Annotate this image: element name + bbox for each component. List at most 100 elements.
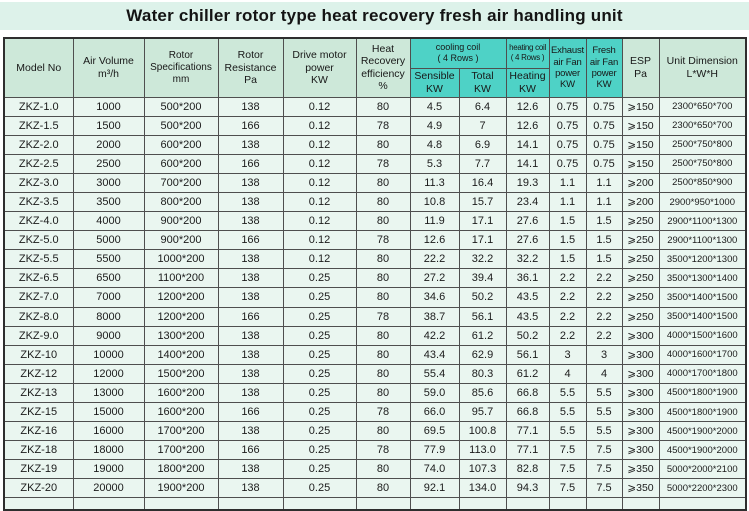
cell-heating: 56.1: [505, 344, 550, 365]
cell-air-volume: 7000: [72, 287, 145, 308]
cell-drive-power: 0.12: [282, 172, 357, 193]
cell-drive-power: 0.25: [282, 401, 357, 423]
table-row: ZKZ-16 16000 1700*200 138 0.25 80 69.5 100.8 77.…: [3, 421, 747, 442]
cell-fresh-fan: 0.75: [585, 115, 623, 136]
cell-heat-recovery: 80: [355, 172, 411, 193]
cell-exhaust-fan: 7.5: [548, 459, 587, 480]
cell-cooling-total: 95.7: [458, 401, 507, 423]
cell-fresh-fan: 2.2: [585, 287, 623, 308]
cell-exhaust-fan: 1.5: [548, 249, 587, 270]
cell-cooling-sensible: 77.9: [409, 440, 460, 461]
cell-cooling-sensible: 4.5: [409, 96, 460, 117]
cell-rotor-resistance: 166: [217, 306, 284, 327]
cell-air-volume: 2000: [72, 134, 145, 155]
cell-exhaust-fan: 1.1: [548, 172, 587, 193]
cell-esp: ⩾150: [621, 96, 660, 117]
cell-dimension: 3500*1200*1300: [658, 249, 747, 270]
cell-heating: 61.2: [505, 363, 550, 384]
cell-heating: 12.6: [505, 96, 550, 117]
cell-heating: 36.1: [505, 268, 550, 289]
cell-fresh-fan: 7.5: [585, 478, 623, 499]
cell-dimension: 5000*2200*2300: [658, 478, 747, 499]
cell-rotor-spec: 1600*200: [143, 382, 219, 404]
cell-dimension: 3500*1400*1500: [658, 287, 747, 308]
col-header-model-no: Model No: [3, 37, 74, 98]
cell-rotor-spec: 1700*200: [143, 440, 219, 461]
col-header-esp: ESP Pa: [621, 37, 660, 98]
cell-esp: ⩾300: [621, 325, 660, 346]
cell-drive-power: 0.25: [282, 382, 357, 404]
cell-dimension: 2500*750*800: [658, 134, 747, 155]
cell-drive-power: 0.12: [282, 249, 357, 270]
cell-model: ZKZ-10: [3, 344, 74, 365]
table-row: ZKZ-15 15000 1600*200 166 0.25 78 66.0 95.7 66.8…: [3, 401, 747, 423]
cell-dimension: 2500*750*800: [658, 153, 747, 174]
cell-dimension: 2300*650*700: [658, 96, 747, 117]
cell-esp: ⩾200: [621, 172, 660, 193]
cell-exhaust-fan: 1.5: [548, 211, 587, 232]
cell-dimension: 2900*1100*1300: [658, 230, 747, 251]
cell-heating: 77.1: [505, 440, 550, 461]
table-row: ZKZ-10 10000 1400*200 138 0.25 80 43.4 62.9 56.1…: [3, 344, 747, 365]
cell-model: ZKZ-5.5: [3, 249, 74, 270]
table-row: ZKZ-20 20000 1900*200 138 0.25 80 92.1 134.0 94.…: [3, 478, 747, 499]
cell-fresh-fan: 1.5: [585, 249, 623, 270]
cell-exhaust-fan: 0.75: [548, 134, 587, 155]
table-row: ZKZ-8.0 8000 1200*200 166 0.25 78 38.7 56.1 43.5…: [3, 306, 747, 327]
cell-rotor-resistance: 166: [217, 440, 284, 461]
cell-rotor-spec: 1100*200: [143, 268, 219, 289]
table-body: ZKZ-1.0 1000 500*200 138 0.12 80 4.5 6.4 12.6 0.7…: [3, 96, 747, 511]
cell-esp: ⩾200: [621, 191, 660, 213]
cell-cooling-total: 61.2: [458, 325, 507, 346]
cell-dimension: 5000*2000*2100: [658, 459, 747, 480]
table-row: ZKZ-1.0 1000 500*200 138 0.12 80 4.5 6.4 12.6 0.7…: [3, 96, 747, 117]
cell-model: ZKZ-6.5: [3, 268, 74, 289]
cell-drive-power: 0.25: [282, 459, 357, 480]
cell-heating: 14.1: [505, 153, 550, 174]
cell-fresh-fan: 5.5: [585, 401, 623, 423]
cell-model: ZKZ-15: [3, 401, 74, 423]
cell-rotor-spec: 700*200: [143, 172, 219, 193]
cell-air-volume: 5500: [72, 249, 145, 270]
cell-rotor-resistance: 138: [217, 96, 284, 117]
cell-cooling-total: 80.3: [458, 363, 507, 384]
col-group-cooling-coil: cooling coil ( 4 Rows ): [409, 37, 507, 69]
cell-heat-recovery: 78: [355, 115, 411, 136]
cell-model: ZKZ-2.5: [3, 153, 74, 174]
cell-model: ZKZ-19: [3, 459, 74, 480]
cell-air-volume: 3500: [72, 191, 145, 213]
cell-esp: ⩾250: [621, 306, 660, 327]
cell-rotor-resistance: 138: [217, 459, 284, 480]
cell-rotor-resistance: 138: [217, 363, 284, 384]
cell-cooling-total: 17.1: [458, 211, 507, 232]
cell-esp: ⩾350: [621, 478, 660, 499]
cell-rotor-spec: 1700*200: [143, 421, 219, 442]
cell-dimension: 4500*1900*2000: [658, 421, 747, 442]
cell-rotor-spec: 1200*200: [143, 306, 219, 327]
col-group-heating-coil: heating coil ( 4 Rows ): [505, 37, 550, 69]
cell-air-volume: 5000: [72, 230, 145, 251]
cell-empty: [217, 497, 284, 511]
cell-exhaust-fan: 5.5: [548, 401, 587, 423]
cell-esp: ⩾300: [621, 382, 660, 404]
cell-cooling-total: 113.0: [458, 440, 507, 461]
cell-heat-recovery: 80: [355, 268, 411, 289]
cell-model: ZKZ-13: [3, 382, 74, 404]
cell-heat-recovery: 78: [355, 153, 411, 174]
cell-dimension: 2900*1100*1300: [658, 211, 747, 232]
cell-cooling-sensible: 66.0: [409, 401, 460, 423]
cell-cooling-sensible: 42.2: [409, 325, 460, 346]
cell-cooling-total: 50.2: [458, 287, 507, 308]
cell-air-volume: 12000: [72, 363, 145, 384]
cell-model: ZKZ-18: [3, 440, 74, 461]
cell-heat-recovery: 80: [355, 249, 411, 270]
cell-model: ZKZ-12: [3, 363, 74, 384]
cell-dimension: 3500*1300*1400: [658, 268, 747, 289]
cell-exhaust-fan: 0.75: [548, 96, 587, 117]
cell-cooling-sensible: 55.4: [409, 363, 460, 384]
table-row: ZKZ-12 12000 1500*200 138 0.25 80 55.4 80.3 61.2…: [3, 363, 747, 384]
cell-drive-power: 0.12: [282, 230, 357, 251]
cell-esp: ⩾150: [621, 153, 660, 174]
cell-heat-recovery: 80: [355, 344, 411, 365]
table-row: ZKZ-5.0 5000 900*200 166 0.12 78 12.6 17.1 27.6 1…: [3, 230, 747, 251]
